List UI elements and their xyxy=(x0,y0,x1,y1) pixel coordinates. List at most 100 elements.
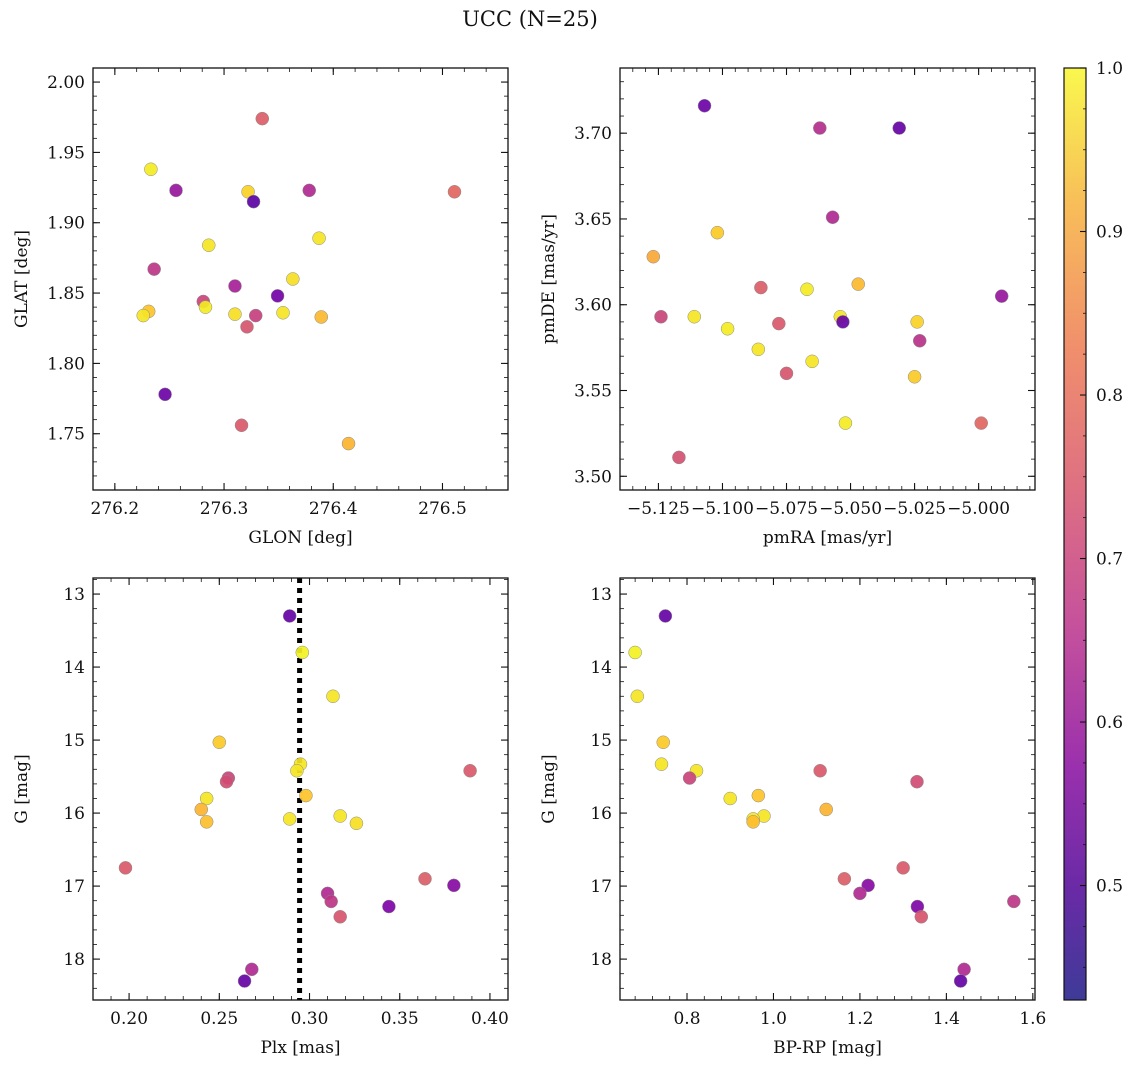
data-point xyxy=(772,316,786,331)
data-point xyxy=(720,321,735,336)
data-point xyxy=(228,279,242,293)
y-tick-label: 17 xyxy=(590,877,612,897)
data-point xyxy=(656,735,670,750)
data-point xyxy=(751,342,766,357)
x-tick-label: 0.40 xyxy=(471,1009,509,1029)
data-point xyxy=(341,436,356,451)
data-point xyxy=(910,774,924,789)
data-point xyxy=(246,194,261,209)
colorbar: 0.5 0.6 0.7 0.8 0.9 1.0 xyxy=(1063,59,1123,1001)
data-point xyxy=(136,308,150,323)
data-point xyxy=(646,249,661,264)
data-point xyxy=(240,320,254,334)
data-point xyxy=(212,735,227,750)
scatter-points xyxy=(118,609,477,988)
x-tick-label: 0.30 xyxy=(291,1009,329,1029)
data-point xyxy=(199,791,214,806)
y-axis-label: GLAT [deg] xyxy=(12,230,32,328)
y-tick-label: 1.80 xyxy=(47,354,85,374)
y-tick-label: 3.70 xyxy=(574,124,612,144)
subplot-grid: 276.2 276.3 276.4 276.5 1.75 1.80 1.85 1.90 1.95… xyxy=(12,67,1046,1058)
data-point xyxy=(169,183,183,198)
data-point xyxy=(199,815,214,829)
data-point xyxy=(851,277,865,291)
data-point xyxy=(219,774,234,789)
data-point xyxy=(324,894,338,909)
data-point xyxy=(276,306,290,320)
data-point xyxy=(228,307,242,321)
data-point xyxy=(282,609,297,623)
data-point xyxy=(326,689,340,704)
data-point xyxy=(819,802,833,817)
data-point xyxy=(237,974,252,988)
data-point xyxy=(333,809,347,823)
data-point xyxy=(813,763,827,778)
data-point xyxy=(382,899,396,914)
data-point xyxy=(118,861,133,875)
y-tick-label: 3.50 xyxy=(574,467,612,487)
x-tick-label: −5.025 xyxy=(883,499,946,519)
data-point xyxy=(349,816,364,831)
y-tick-label: 14 xyxy=(63,658,85,678)
y-tick-label: 3.65 xyxy=(574,210,612,230)
scatter-points xyxy=(136,111,462,451)
data-point xyxy=(202,238,216,252)
data-point xyxy=(912,334,927,348)
colorbar-tick-label: 0.7 xyxy=(1096,550,1123,570)
scatter-points xyxy=(646,98,1009,465)
x-axis-label: pmRA [mas/yr] xyxy=(763,528,892,548)
y-tick-label: 16 xyxy=(63,804,85,824)
colorbar-tick-label: 0.5 xyxy=(1096,877,1123,897)
figure-title: UCC (N=25) xyxy=(462,7,598,31)
data-point xyxy=(302,183,316,198)
x-tick-label: 1.4 xyxy=(933,1009,960,1029)
data-point xyxy=(158,387,172,402)
subplot-4: 0.8 1.0 1.2 1.4 1.6 13 14 15 16 17 18 BP-RP [mag] G … xyxy=(539,577,1046,1058)
data-point xyxy=(282,812,297,826)
x-tick-label: 0.20 xyxy=(110,1009,148,1029)
x-tick-label: 0.25 xyxy=(200,1009,238,1029)
colorbar-tick-label: 0.6 xyxy=(1096,713,1123,733)
data-point xyxy=(198,300,213,314)
data-point xyxy=(314,310,328,324)
data-point xyxy=(234,418,249,433)
minor-ticks xyxy=(92,67,509,491)
data-point xyxy=(144,162,158,177)
data-point xyxy=(861,878,875,893)
x-tick-label: −5.000 xyxy=(947,499,1010,519)
y-tick-label: 3.55 xyxy=(574,382,612,402)
data-point xyxy=(910,315,924,329)
plot-frame xyxy=(92,577,509,1001)
y-tick-label: 14 xyxy=(590,658,612,678)
x-tick-label: 276.4 xyxy=(309,499,358,519)
data-point xyxy=(853,886,867,901)
data-point xyxy=(447,185,462,199)
data-point xyxy=(147,262,161,276)
data-point xyxy=(896,861,910,875)
y-axis-label: G [mag] xyxy=(12,754,32,823)
y-tick-label: 1.75 xyxy=(47,425,85,445)
data-point xyxy=(825,210,840,224)
data-point xyxy=(658,609,673,623)
minor-ticks xyxy=(92,578,509,1000)
data-point xyxy=(723,791,737,806)
minor-ticks xyxy=(620,578,1035,1000)
data-point xyxy=(838,416,853,430)
data-point xyxy=(654,309,668,324)
data-point xyxy=(463,763,477,778)
data-point xyxy=(892,121,906,135)
y-tick-label: 13 xyxy=(63,585,85,605)
y-tick-label: 15 xyxy=(590,731,612,751)
y-tick-label: 1.85 xyxy=(47,284,85,304)
data-point xyxy=(245,962,259,977)
data-point xyxy=(672,450,686,465)
y-tick-label: 16 xyxy=(590,804,612,824)
y-tick-label: 18 xyxy=(63,950,85,970)
x-tick-label: 1.0 xyxy=(760,1009,787,1029)
data-point xyxy=(687,309,702,324)
data-point xyxy=(836,315,850,329)
data-point xyxy=(447,878,461,893)
subplot-3: 0.20 0.25 0.30 0.35 0.40 13 14 15 16 17 18 Plx [mas… xyxy=(12,577,509,1058)
data-point xyxy=(800,282,814,297)
